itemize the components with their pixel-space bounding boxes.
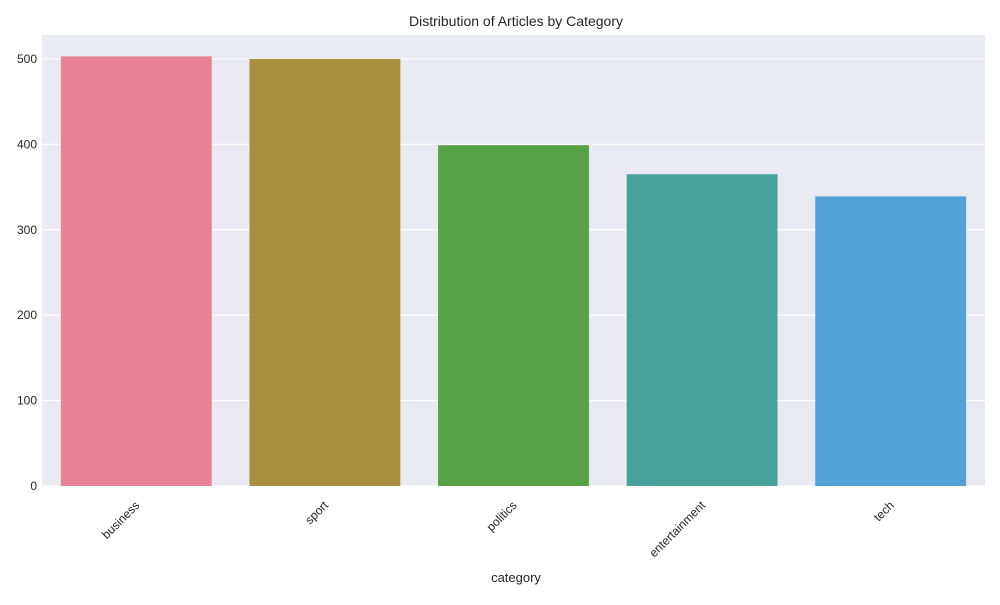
bar-sport bbox=[249, 58, 401, 487]
x-tick-label-sport: sport bbox=[302, 498, 331, 527]
bar-politics bbox=[438, 145, 589, 486]
x-tick-label-business: business bbox=[99, 498, 142, 541]
x-tick-label-politics: politics bbox=[484, 498, 520, 534]
bar-entertainment bbox=[626, 174, 778, 486]
x-axis-label: category bbox=[491, 570, 541, 585]
x-tick-label-entertainment: entertainment bbox=[646, 498, 708, 560]
x-axis-ticks: business sport politics entertainment tech bbox=[99, 498, 897, 560]
y-tick-label: 0 bbox=[30, 479, 37, 493]
bar-business bbox=[60, 56, 212, 487]
bars bbox=[60, 56, 967, 487]
y-axis-ticks: 0 100 200 300 400 500 bbox=[17, 52, 37, 493]
y-tick-label: 200 bbox=[17, 308, 37, 322]
y-tick-label: 400 bbox=[17, 137, 37, 151]
chart-title: Distribution of Articles by Category bbox=[409, 13, 623, 29]
x-tick-label-tech: tech bbox=[871, 498, 897, 524]
y-tick-label: 500 bbox=[17, 52, 37, 66]
y-tick-label: 300 bbox=[17, 223, 37, 237]
y-tick-label: 100 bbox=[17, 394, 37, 408]
bar-tech bbox=[815, 196, 967, 486]
